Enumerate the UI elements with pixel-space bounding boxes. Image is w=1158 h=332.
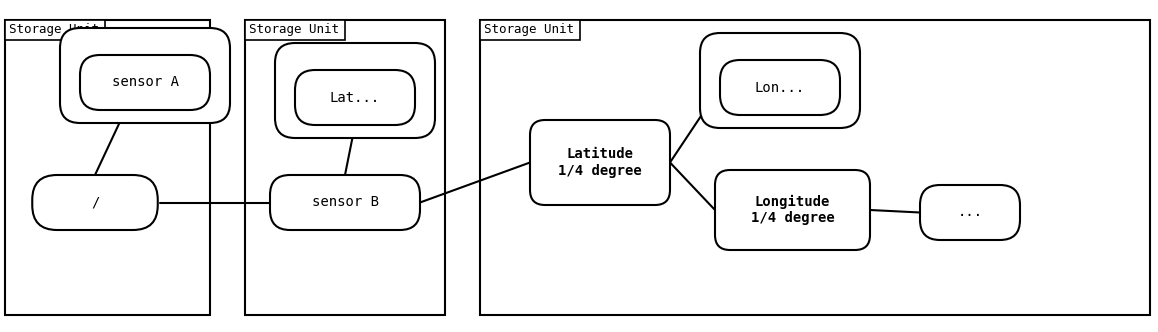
Bar <box>481 20 1150 315</box>
FancyBboxPatch shape <box>714 170 870 250</box>
Text: Storage Unit: Storage Unit <box>484 24 574 37</box>
Bar <box>5 20 105 40</box>
Bar <box>245 20 345 40</box>
Text: sensor B: sensor B <box>312 196 379 209</box>
FancyBboxPatch shape <box>270 175 420 230</box>
Text: /: / <box>90 196 100 209</box>
Text: Lon...: Lon... <box>755 80 805 95</box>
Text: Lat...: Lat... <box>330 91 380 105</box>
FancyBboxPatch shape <box>60 28 230 123</box>
Bar <box>5 20 210 315</box>
Text: Longitude
1/4 degree: Longitude 1/4 degree <box>750 195 835 225</box>
FancyBboxPatch shape <box>32 175 157 230</box>
FancyBboxPatch shape <box>919 185 1020 240</box>
Text: Storage Unit: Storage Unit <box>9 24 98 37</box>
FancyBboxPatch shape <box>720 60 840 115</box>
Text: Latitude
1/4 degree: Latitude 1/4 degree <box>558 147 642 178</box>
FancyBboxPatch shape <box>274 43 435 138</box>
FancyBboxPatch shape <box>699 33 860 128</box>
Text: ...: ... <box>958 206 982 219</box>
Text: Storage Unit: Storage Unit <box>249 24 339 37</box>
Bar <box>481 20 580 40</box>
Text: sensor A: sensor A <box>111 75 178 90</box>
FancyBboxPatch shape <box>530 120 670 205</box>
FancyBboxPatch shape <box>295 70 415 125</box>
FancyBboxPatch shape <box>80 55 210 110</box>
Bar <box>245 20 445 315</box>
